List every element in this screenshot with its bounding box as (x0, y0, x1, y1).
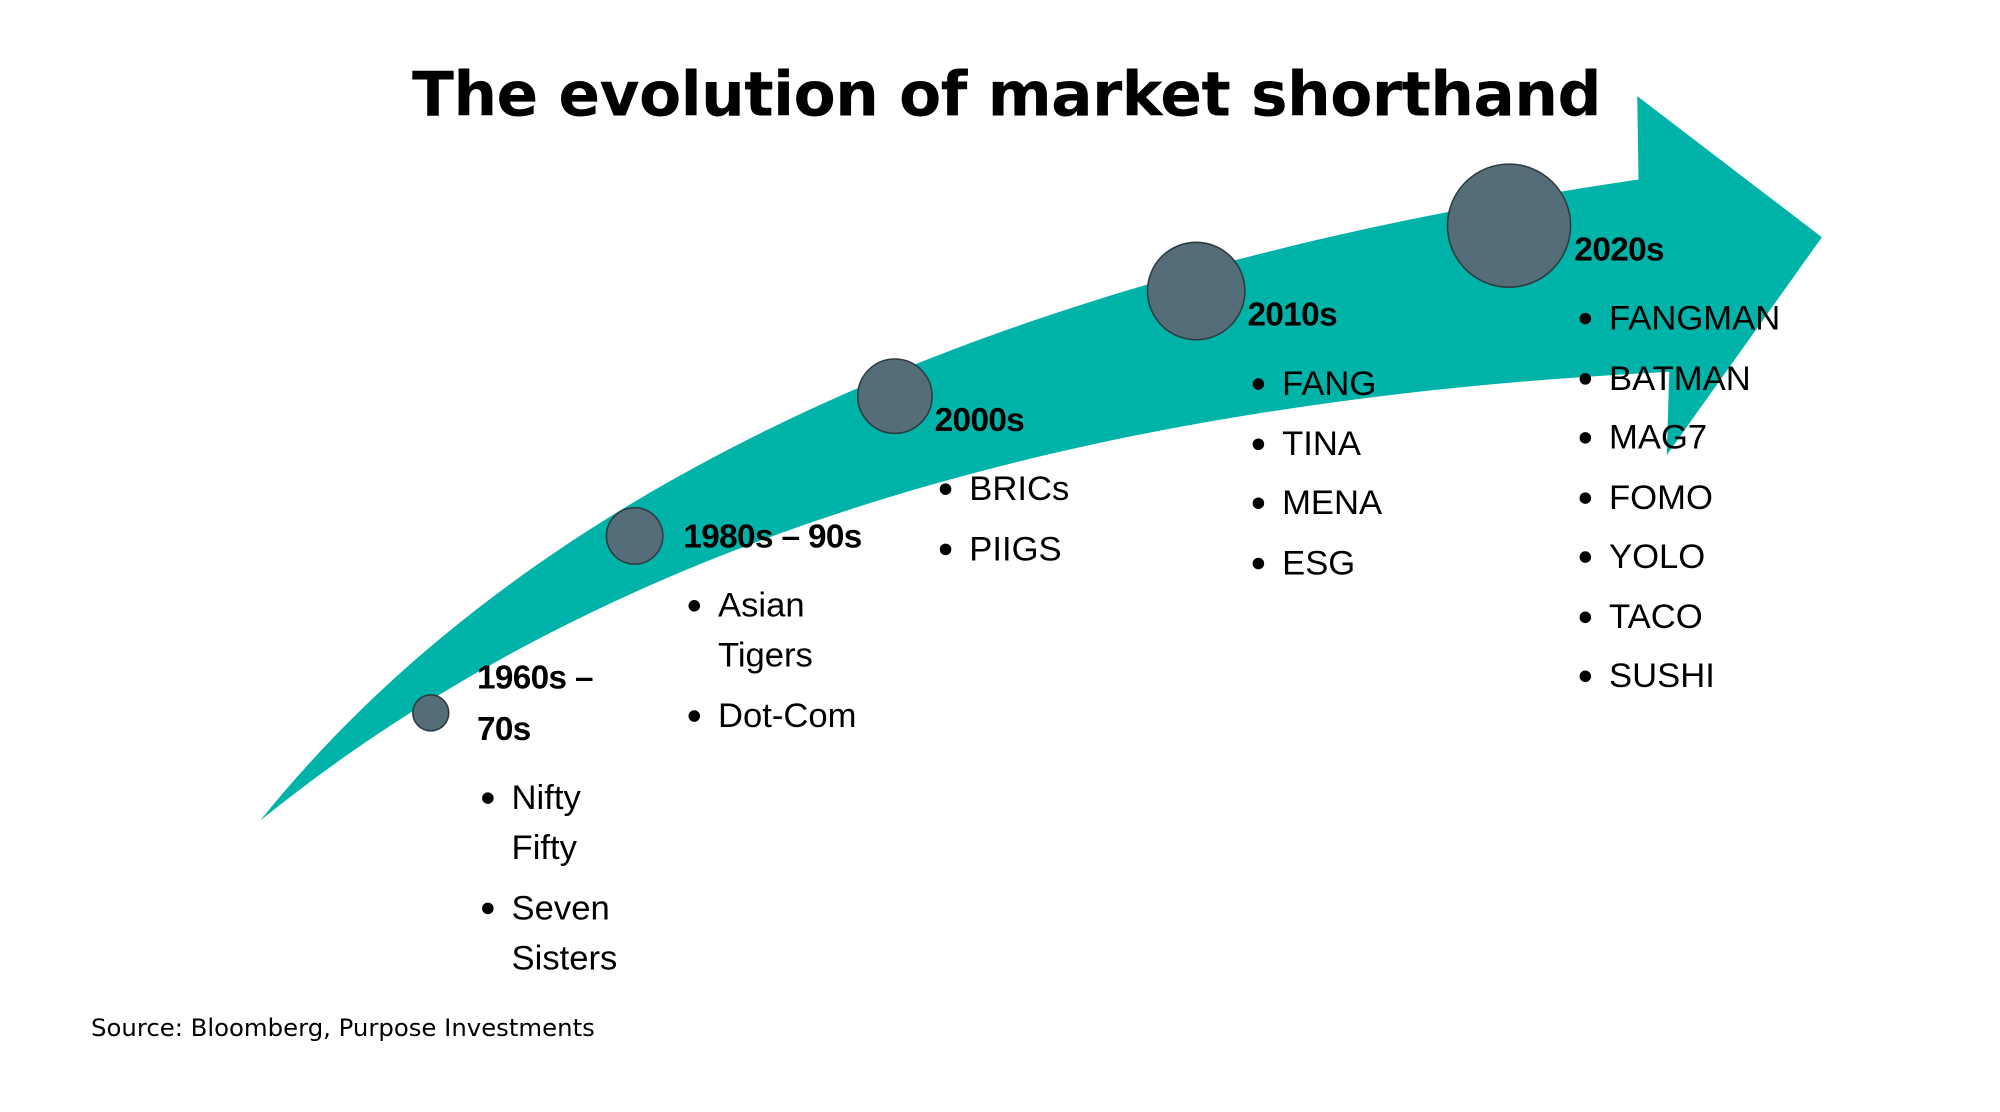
list-item: FOMO (1574, 472, 1882, 522)
era-label: 1980s – 90s (683, 516, 862, 556)
list-item: FANG (1247, 359, 1503, 409)
bullet-icon (1579, 312, 1592, 325)
bullet-icon (688, 600, 701, 612)
list-item: Asian Tigers (683, 581, 859, 681)
list-item: SUSHI (1574, 651, 1882, 701)
era-list: Nifty Fifty Seven Sisters (477, 773, 637, 983)
list-item: TINA (1247, 419, 1503, 469)
bullet-icon (1579, 372, 1592, 384)
era-2020s: 2020s FANGMAN BATMAN MAG7 FOMO YOLO TACO… (1574, 223, 1882, 711)
milestone-2020s (1446, 163, 1572, 288)
era-list: FANG TINA MENA ESG (1247, 359, 1503, 588)
bullet-icon (1579, 551, 1592, 563)
era-list: Asian Tigers Dot-Com (683, 581, 927, 741)
milestone-1960s (412, 694, 450, 732)
era-label: 2010s (1247, 294, 1337, 334)
bullet-icon (482, 792, 494, 804)
era-1980s: 1980s – 90s Asian Tigers Dot-Com (683, 510, 927, 750)
milestone-2000s (856, 358, 933, 435)
era-list: BRICs PIIGS (935, 464, 1166, 574)
era-label: 2020s (1574, 229, 1664, 268)
bullet-icon (1579, 610, 1592, 623)
list-item: Seven Sisters (477, 883, 617, 983)
bullet-icon (1579, 670, 1592, 683)
bullet-icon (1579, 432, 1592, 444)
timeline-arrow (260, 96, 1822, 821)
list-item: FANGMAN (1574, 294, 1882, 344)
bullet-icon (1252, 437, 1265, 450)
list-item: YOLO (1574, 532, 1882, 582)
source-note: Source: Bloomberg, Purpose Investments (91, 1014, 595, 1043)
bullet-icon (1252, 497, 1265, 509)
milestone-1980s (605, 506, 664, 565)
bullet-icon (1252, 378, 1265, 390)
list-item: Dot-Com (683, 690, 927, 740)
era-2000s: 2000s BRICs PIIGS (935, 394, 1166, 584)
bullet-icon (1252, 557, 1265, 569)
milestone-2010s (1146, 241, 1246, 341)
list-item: Nifty Fifty (477, 773, 614, 873)
list-item: TACO (1574, 592, 1882, 642)
bullet-icon (482, 901, 494, 914)
list-item: BATMAN (1574, 353, 1882, 403)
list-item: BRICs (935, 464, 1166, 514)
list-item: MENA (1247, 478, 1503, 528)
list-item: ESG (1247, 538, 1503, 588)
era-list: FANGMAN BATMAN MAG7 FOMO YOLO TACO SUSHI (1574, 294, 1882, 702)
era-label: 2000s (934, 400, 1025, 439)
list-item: MAG7 (1574, 413, 1882, 463)
list-item: PIIGS (935, 524, 1166, 574)
page-title: The evolution of market shorthand (411, 58, 1602, 131)
bullet-icon (939, 483, 952, 495)
bullet-icon (1579, 491, 1592, 504)
bullet-icon (688, 709, 701, 722)
bullet-icon (939, 542, 952, 555)
era-label: 1960s – 70s (476, 657, 594, 748)
era-2010s: 2010s FANG TINA MENA ESG (1247, 288, 1503, 597)
era-1960s: 1960s – 70s Nifty Fifty Seven Sisters (477, 651, 637, 992)
